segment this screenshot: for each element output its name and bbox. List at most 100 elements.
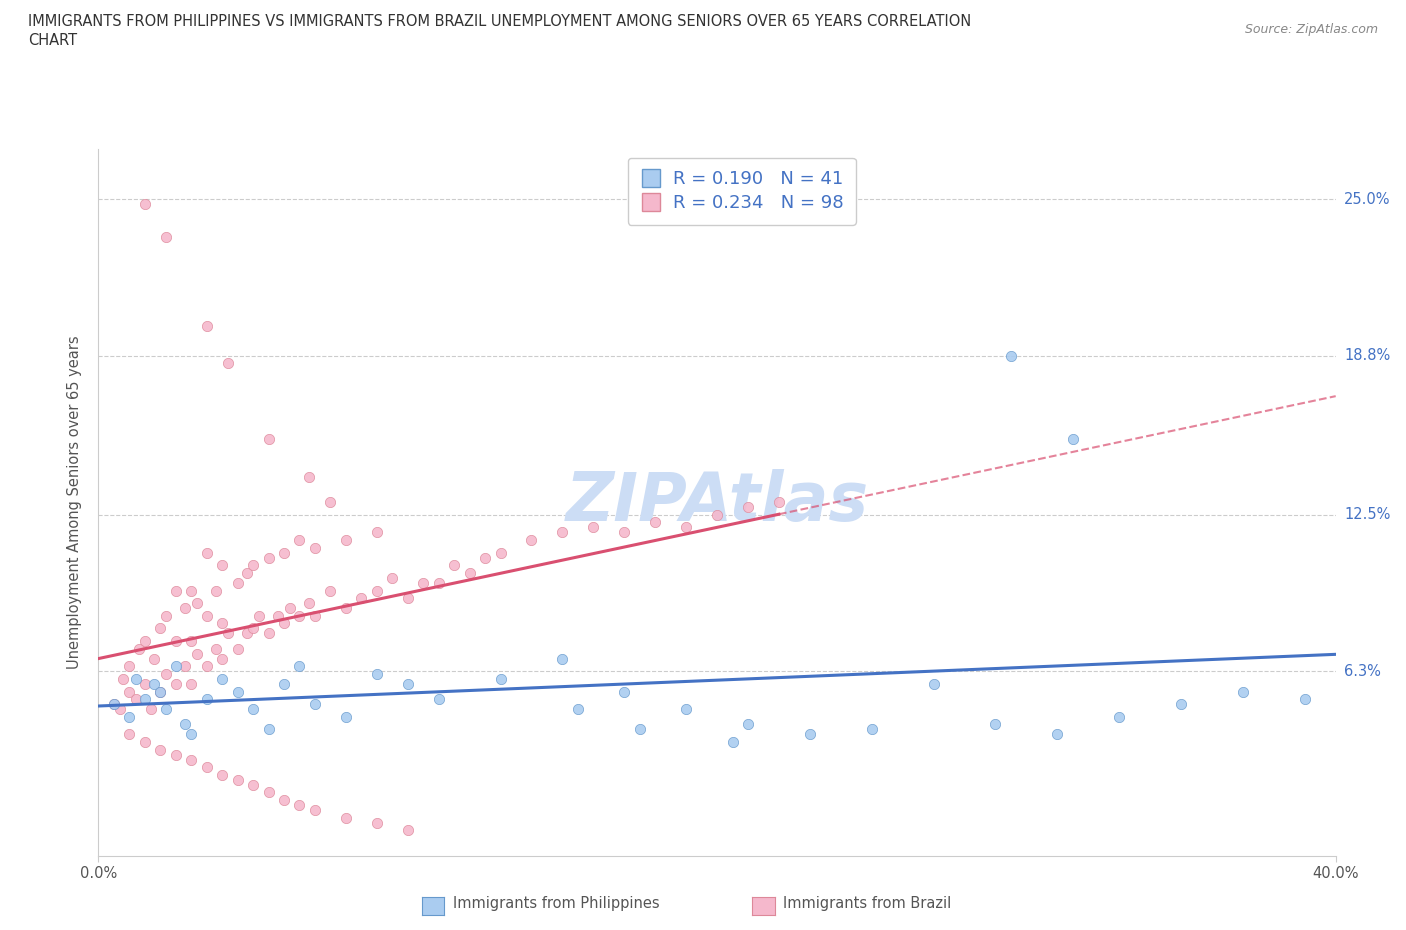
Point — [737, 717, 759, 732]
Point — [149, 621, 172, 636]
Point — [1232, 684, 1254, 699]
Text: 6.3%: 6.3% — [1344, 664, 1381, 679]
Point — [174, 717, 197, 732]
Point — [211, 558, 233, 573]
Point — [174, 658, 197, 673]
Point — [143, 651, 166, 666]
Point — [350, 591, 373, 605]
Point — [149, 684, 172, 699]
Text: IMMIGRANTS FROM PHILIPPINES VS IMMIGRANTS FROM BRAZIL UNEMPLOYMENT AMONG SENIORS: IMMIGRANTS FROM PHILIPPINES VS IMMIGRANT… — [28, 14, 972, 29]
Point — [1294, 692, 1316, 707]
Point — [186, 646, 208, 661]
Point — [134, 735, 156, 750]
Point — [139, 702, 162, 717]
Point — [458, 565, 481, 580]
Point — [1046, 727, 1069, 742]
Point — [180, 676, 202, 691]
Point — [288, 608, 311, 623]
Point — [103, 697, 125, 711]
Point — [737, 499, 759, 514]
Text: 18.8%: 18.8% — [1344, 349, 1391, 364]
Point — [257, 551, 280, 565]
Point — [108, 702, 131, 717]
Point — [304, 697, 326, 711]
Point — [412, 576, 434, 591]
Point — [706, 508, 728, 523]
Point — [134, 676, 156, 691]
Point — [304, 540, 326, 555]
Point — [217, 626, 239, 641]
Legend: R = 0.190   N = 41, R = 0.234   N = 98: R = 0.190 N = 41, R = 0.234 N = 98 — [627, 158, 856, 224]
Point — [1170, 697, 1192, 711]
Point — [236, 565, 259, 580]
Text: Source: ZipAtlas.com: Source: ZipAtlas.com — [1244, 23, 1378, 36]
Point — [489, 545, 512, 560]
Point — [165, 633, 187, 648]
Point — [134, 197, 156, 212]
Point — [149, 742, 172, 757]
Point — [1000, 349, 1022, 364]
Y-axis label: Unemployment Among Seniors over 65 years: Unemployment Among Seniors over 65 years — [67, 336, 83, 669]
Point — [335, 533, 357, 548]
Point — [242, 702, 264, 717]
Point — [242, 621, 264, 636]
Point — [335, 810, 357, 825]
Point — [319, 495, 342, 510]
Point — [860, 722, 883, 737]
Point — [582, 520, 605, 535]
Point — [143, 676, 166, 691]
Point — [217, 356, 239, 371]
Point — [613, 525, 636, 540]
Point — [335, 710, 357, 724]
Point — [195, 608, 218, 623]
Point — [520, 533, 543, 548]
Point — [128, 641, 150, 656]
Text: Immigrants from Brazil: Immigrants from Brazil — [783, 896, 952, 910]
Point — [319, 583, 342, 598]
Point — [149, 684, 172, 699]
Point — [267, 608, 290, 623]
Point — [1062, 432, 1084, 446]
Point — [366, 667, 388, 682]
Point — [155, 230, 177, 245]
Point — [226, 684, 249, 699]
Point — [273, 792, 295, 807]
Point — [226, 773, 249, 788]
Point — [155, 702, 177, 717]
Point — [474, 551, 496, 565]
Point — [443, 558, 465, 573]
Point — [257, 722, 280, 737]
Point — [118, 727, 141, 742]
Point — [366, 816, 388, 830]
Point — [195, 692, 218, 707]
Point — [257, 432, 280, 446]
Point — [118, 658, 141, 673]
Point — [211, 767, 233, 782]
Text: ZIPAtlas: ZIPAtlas — [565, 470, 869, 535]
Text: Immigrants from Philippines: Immigrants from Philippines — [453, 896, 659, 910]
Point — [613, 684, 636, 699]
Point — [118, 710, 141, 724]
Point — [984, 717, 1007, 732]
Point — [278, 601, 301, 616]
Text: CHART: CHART — [28, 33, 77, 47]
Point — [112, 671, 135, 686]
Point — [366, 525, 388, 540]
Point — [124, 671, 146, 686]
Point — [335, 601, 357, 616]
Point — [242, 558, 264, 573]
Point — [155, 667, 177, 682]
Point — [165, 747, 187, 762]
Point — [298, 470, 321, 485]
Point — [304, 803, 326, 817]
Point — [205, 641, 228, 656]
Point — [768, 495, 790, 510]
Point — [381, 570, 404, 585]
Point — [180, 752, 202, 767]
Text: 25.0%: 25.0% — [1344, 192, 1391, 206]
Point — [211, 671, 233, 686]
Point — [675, 520, 697, 535]
Point — [427, 692, 450, 707]
Point — [134, 633, 156, 648]
Point — [1108, 710, 1130, 724]
